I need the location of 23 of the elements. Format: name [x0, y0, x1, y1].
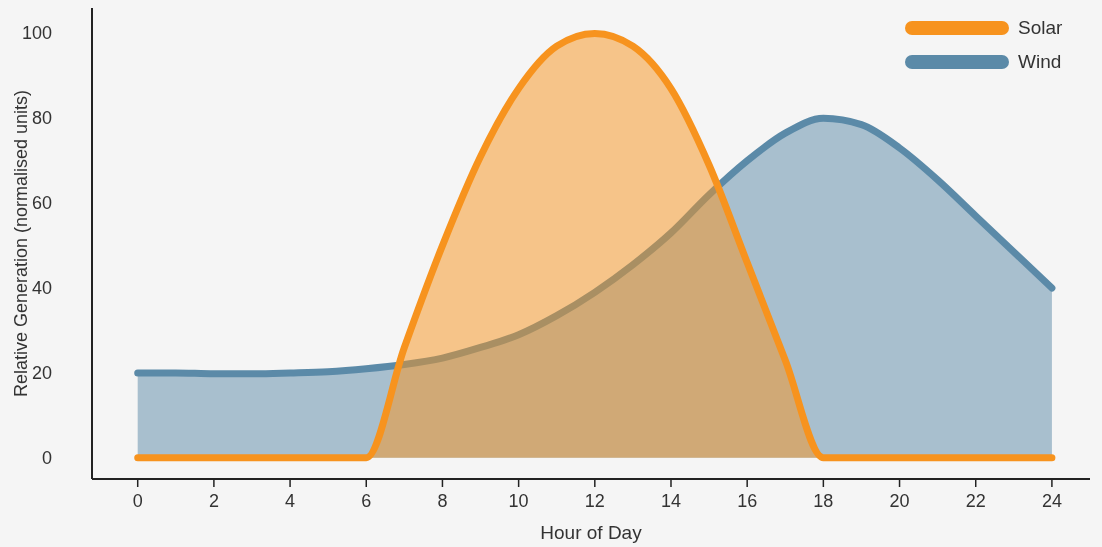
- x-tick-label: 10: [508, 491, 529, 511]
- x-tick-label: 22: [965, 491, 986, 511]
- x-tick-label: 4: [285, 491, 296, 511]
- legend-label: Wind: [1018, 51, 1062, 72]
- x-tick-label: 2: [208, 491, 219, 511]
- x-tick-label: 14: [660, 491, 682, 511]
- x-tick-label: 24: [1041, 491, 1062, 511]
- y-tick-label: 20: [31, 362, 52, 383]
- legend-label: Solar: [1018, 17, 1064, 38]
- x-tick-label: 20: [889, 491, 910, 511]
- y-tick-label: 100: [21, 23, 52, 44]
- y-tick-label: 60: [31, 193, 52, 214]
- x-tick-label: 18: [813, 491, 834, 511]
- x-tick-label: 0: [132, 491, 143, 511]
- x-tick-label: 12: [584, 491, 605, 511]
- x-axis-title: Hour of Day: [540, 522, 643, 543]
- y-tick-label: 80: [31, 108, 52, 129]
- y-tick-label: 0: [41, 447, 52, 468]
- y-axis-title: Relative Generation (normalised units): [11, 89, 31, 398]
- x-tick-label: 6: [361, 491, 372, 511]
- x-tick-label: 8: [437, 491, 448, 511]
- y-tick-label: 40: [31, 278, 52, 299]
- x-tick-label: 16: [737, 491, 758, 511]
